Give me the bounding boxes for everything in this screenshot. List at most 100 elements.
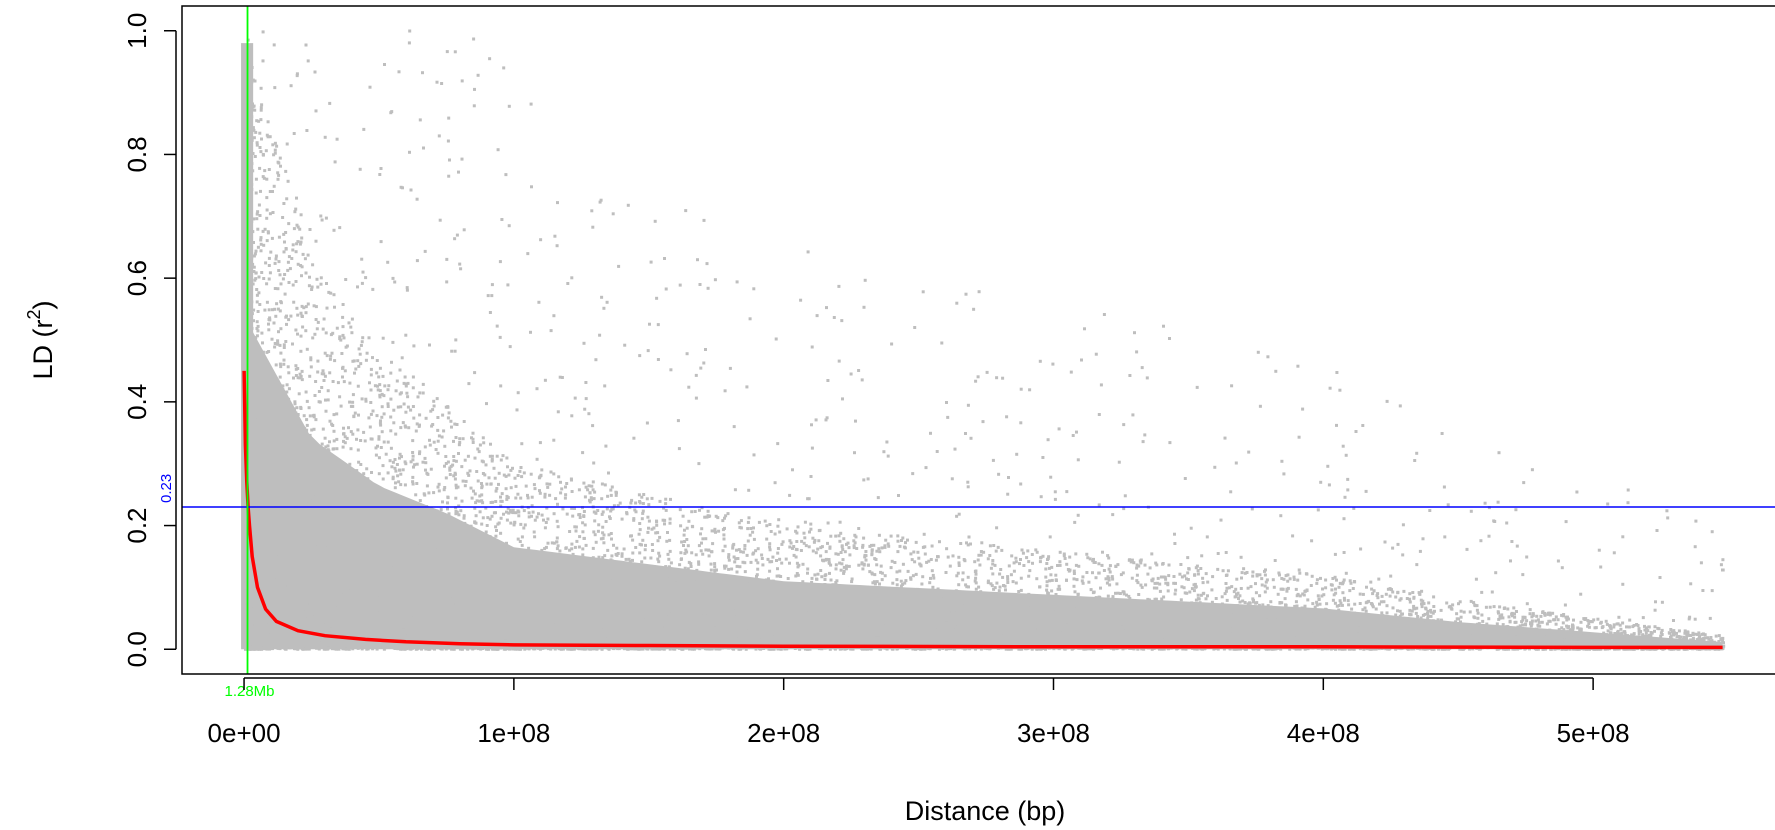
data-point [894,608,898,612]
data-point [1224,589,1228,593]
data-point [788,539,792,543]
data-point [460,647,464,651]
data-point [849,372,853,376]
data-point [1645,626,1648,630]
data-point [804,544,808,548]
data-point [820,545,824,549]
data-point [1173,608,1177,612]
data-point [520,543,524,547]
data-point [1057,427,1061,431]
data-point [264,464,268,467]
data-point [539,628,543,632]
data-point [631,538,635,542]
data-point [1565,624,1569,628]
data-point [473,506,477,510]
data-point [902,601,905,605]
data-point [1333,601,1337,605]
data-point [1022,564,1026,567]
data-point [640,573,644,577]
data-point [869,595,873,598]
data-point [511,549,514,553]
data-point [482,623,486,626]
data-point [917,592,921,596]
data-point [256,480,260,484]
data-point [654,613,658,617]
data-point [396,600,400,604]
data-point [1658,576,1662,579]
data-point [933,643,937,647]
data-point [638,551,642,555]
data-point [351,600,355,604]
data-point [350,602,354,606]
data-point [655,585,659,589]
data-point [1480,613,1484,617]
data-point [1423,612,1427,616]
data-point [244,63,248,67]
data-point [270,236,274,240]
data-point [870,590,874,593]
data-point [880,578,884,582]
data-point [1129,560,1133,564]
data-point [728,637,732,641]
data-point [678,646,681,650]
data-point [1346,488,1350,492]
data-point [1558,634,1562,638]
data-point [1166,589,1170,593]
data-point [309,358,313,362]
data-point [341,365,345,369]
data-point [1306,598,1310,602]
data-point [1436,623,1440,627]
data-point [368,576,372,580]
data-point [628,631,632,634]
data-point [397,535,401,539]
data-point [1028,569,1032,573]
data-point [628,591,631,595]
data-point [317,640,321,643]
data-point [1364,609,1368,613]
data-point [574,598,577,602]
data-point [668,570,671,574]
data-point [1149,636,1153,639]
data-point [1333,552,1337,556]
data-point [1072,584,1076,588]
data-point [1462,610,1466,614]
data-point [1528,635,1531,639]
data-point [1214,597,1218,600]
data-point [387,641,391,645]
data-point [322,317,326,321]
data-point [287,222,291,226]
data-point [282,540,286,544]
data-point [406,623,409,627]
data-point [897,601,901,605]
data-point [699,572,703,576]
data-point [1537,620,1541,624]
data-point [357,364,361,368]
data-point [1185,591,1189,595]
data-point [276,339,280,343]
data-point [554,635,558,639]
data-point [663,595,667,599]
data-point [244,323,248,327]
data-point [536,577,540,580]
data-point [1279,587,1283,591]
data-point [1186,578,1190,581]
data-point [1027,574,1031,578]
data-point [1180,603,1184,607]
data-point [747,488,751,492]
data-point [273,503,277,507]
data-point [256,444,259,447]
data-point [269,250,273,254]
data-point [416,637,420,641]
data-point [278,542,282,546]
data-point [259,150,263,154]
data-point [306,441,310,445]
data-point [724,586,728,590]
data-point [1172,623,1176,627]
data-point [335,510,339,514]
data-point [680,540,684,544]
data-point [723,577,727,581]
data-point [884,593,888,597]
data-point [1596,617,1600,621]
data-point [373,608,377,612]
data-point [487,615,491,619]
